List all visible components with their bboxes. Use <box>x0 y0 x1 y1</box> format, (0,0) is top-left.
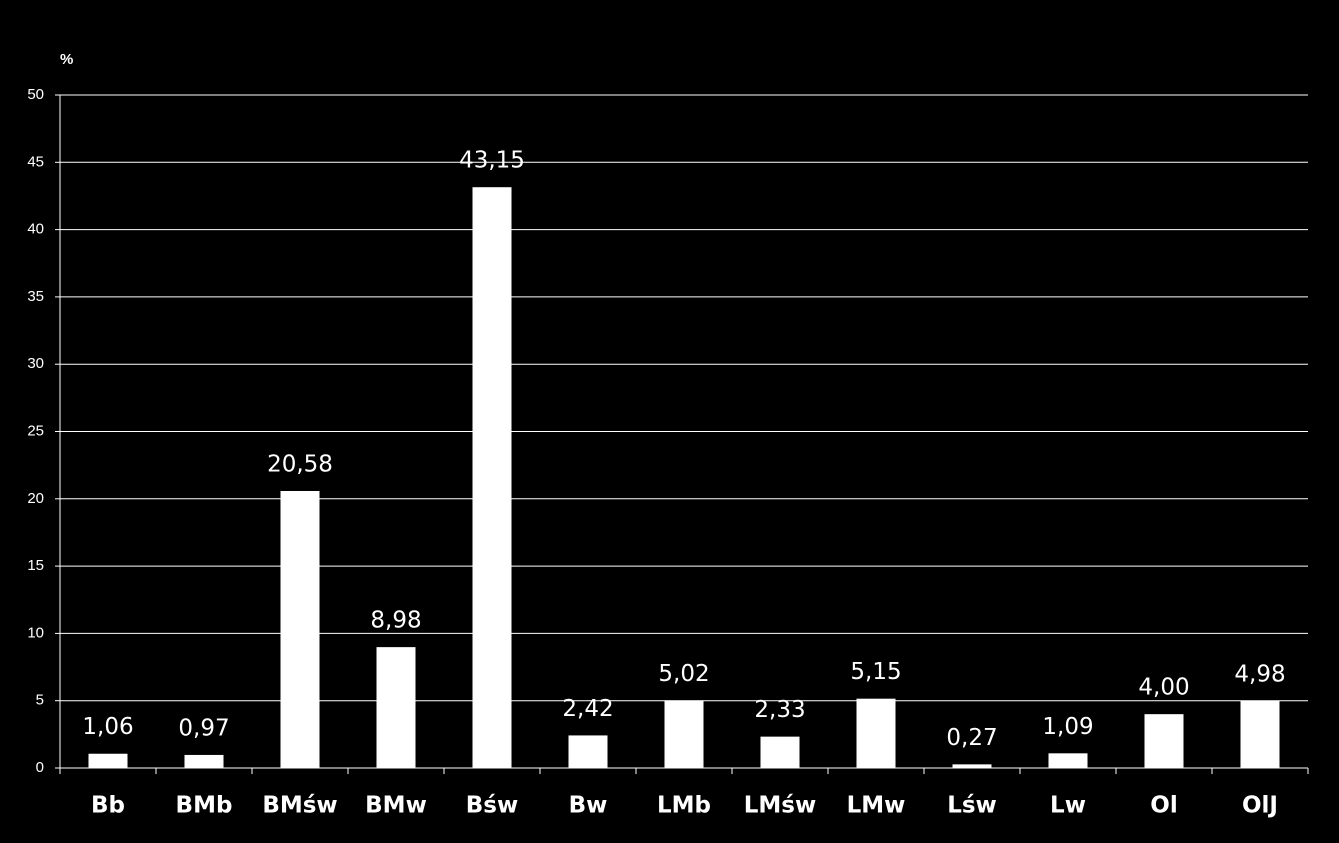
y-tick-label: 0 <box>36 759 44 776</box>
y-tick-label: 45 <box>27 153 44 170</box>
bar <box>1240 700 1280 768</box>
x-tick-label: LMśw <box>744 793 816 819</box>
bar <box>952 764 992 768</box>
x-tick-label: Bb <box>91 793 125 819</box>
value-label: 1,06 <box>82 714 133 740</box>
x-tick-label: Lw <box>1050 793 1086 819</box>
y-tick-label: 35 <box>27 288 44 305</box>
bar <box>1144 714 1184 768</box>
y-axis-unit: % <box>60 51 73 68</box>
value-label: 5,02 <box>658 661 709 687</box>
y-tick-label: 40 <box>27 221 44 238</box>
x-tick-label: LMb <box>657 793 711 819</box>
value-label: 0,97 <box>178 715 229 741</box>
value-label: 0,27 <box>946 725 997 751</box>
bar <box>664 700 704 768</box>
bar <box>472 187 512 769</box>
value-label: 2,33 <box>754 697 805 723</box>
x-tick-label: BMśw <box>262 793 337 819</box>
x-tick-label: Lśw <box>947 793 997 819</box>
y-tick-label: 5 <box>36 692 44 709</box>
bar <box>1048 753 1088 768</box>
y-tick-label: 50 <box>27 86 44 103</box>
bar <box>184 754 224 768</box>
x-tick-label: Ol <box>1150 793 1177 819</box>
x-tick-label: Bśw <box>466 793 518 819</box>
bar <box>280 490 320 768</box>
value-label: 2,42 <box>562 696 613 722</box>
y-tick-label: 25 <box>27 422 44 439</box>
x-tick-label: BMb <box>176 793 233 819</box>
y-tick-label: 20 <box>27 490 44 507</box>
bar <box>568 735 608 768</box>
x-tick-label: Bw <box>569 793 608 819</box>
y-tick-label: 30 <box>27 355 44 372</box>
bar <box>376 647 416 768</box>
value-label: 4,98 <box>1234 661 1285 687</box>
value-label: 5,15 <box>850 659 901 685</box>
value-label: 20,58 <box>267 451 333 477</box>
y-tick-label: 15 <box>27 557 44 574</box>
x-tick-label: LMw <box>847 793 906 819</box>
bar <box>856 698 896 768</box>
bar <box>88 753 128 768</box>
value-label: 43,15 <box>459 148 525 174</box>
x-tick-label: BMw <box>365 793 427 819</box>
value-label: 4,00 <box>1138 675 1189 701</box>
bar <box>760 736 800 768</box>
y-tick-label: 10 <box>27 624 44 641</box>
value-label: 8,98 <box>370 608 421 634</box>
x-tick-label: OlJ <box>1242 793 1278 819</box>
value-label: 1,09 <box>1042 714 1093 740</box>
